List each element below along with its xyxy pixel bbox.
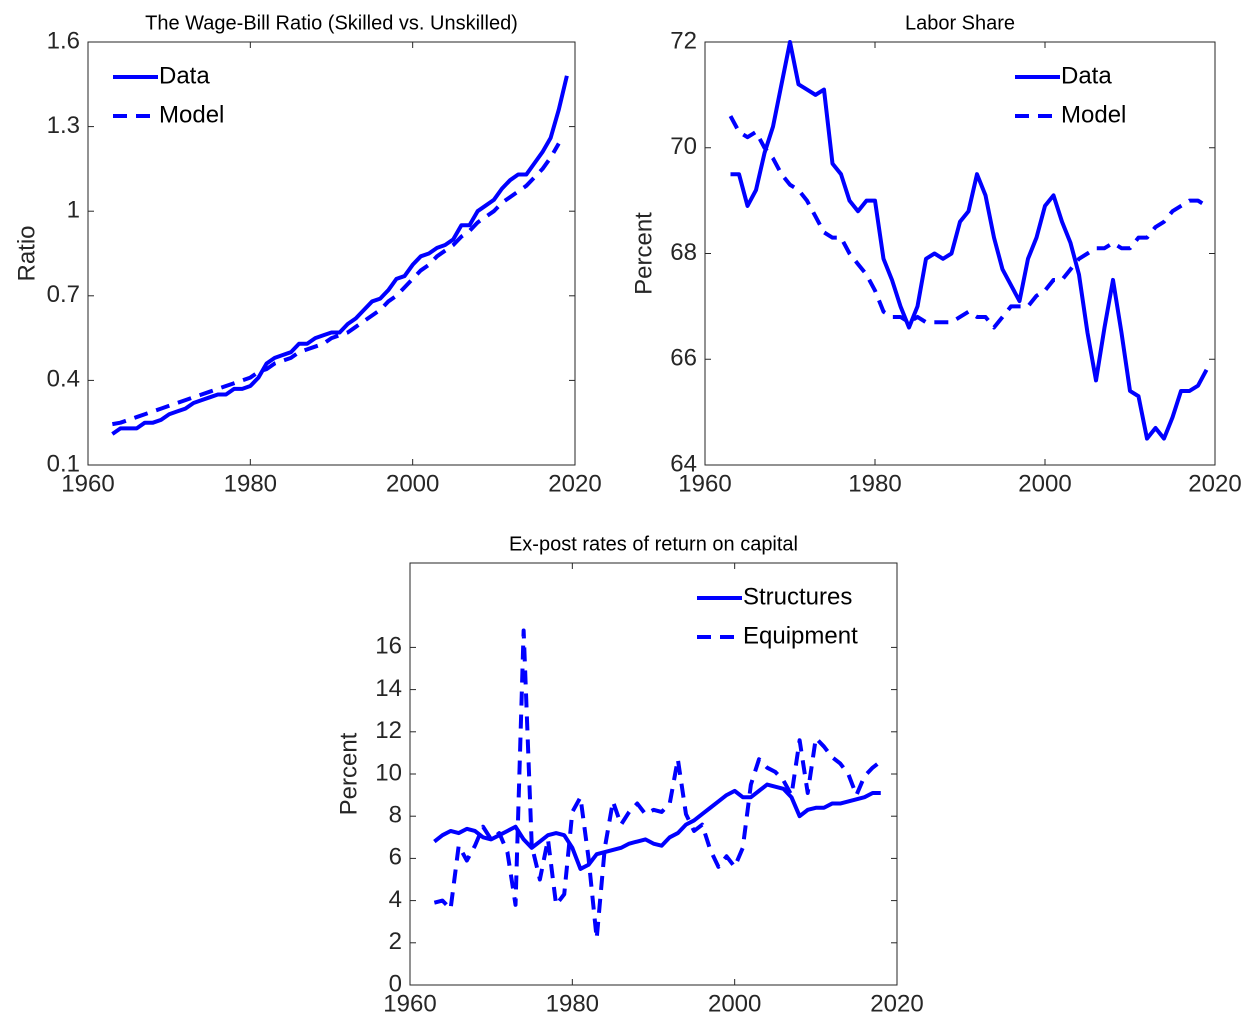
series-line xyxy=(433,628,882,941)
y-tick-label: 4 xyxy=(389,886,402,913)
y-tick-label: 8 xyxy=(389,802,402,829)
y-tick-label: 0 xyxy=(389,970,402,997)
y-tick-label: 1.6 xyxy=(47,27,80,54)
x-tick-label: 1980 xyxy=(224,470,277,497)
y-tick-label: 14 xyxy=(375,675,402,702)
plot-area xyxy=(87,41,576,466)
series-line xyxy=(111,75,569,436)
x-tick-label: 1960 xyxy=(61,470,114,497)
legend-label: Data xyxy=(1061,62,1112,89)
y-tick-label: 64 xyxy=(670,450,697,477)
chart-title: Labor Share xyxy=(905,12,1015,34)
series-line xyxy=(433,782,881,871)
series-line xyxy=(730,40,1209,441)
chart-title: Ex-post rates of return on capital xyxy=(509,533,798,555)
series-line xyxy=(112,142,561,427)
x-tick-label: 1980 xyxy=(848,470,901,497)
x-tick-label: 2000 xyxy=(386,470,439,497)
y-tick-label: 72 xyxy=(670,27,697,54)
y-tick-label: 10 xyxy=(375,759,402,786)
legend-label: Equipment xyxy=(743,622,858,649)
y-tick-label: 1 xyxy=(67,197,80,224)
y-tick-label: 0.1 xyxy=(47,450,80,477)
legend-label: Model xyxy=(159,101,224,128)
y-axis-label: Percent xyxy=(335,732,362,815)
x-tick-label: 2000 xyxy=(708,990,761,1017)
plot-area xyxy=(704,41,1216,466)
y-tick-label: 12 xyxy=(375,717,402,744)
legend-label: Structures xyxy=(743,583,852,610)
y-tick-label: 6 xyxy=(389,844,402,871)
x-tick-label: 2020 xyxy=(1188,470,1241,497)
y-tick-label: 0.7 xyxy=(47,281,80,308)
x-tick-label: 2020 xyxy=(548,470,601,497)
series-line xyxy=(728,115,1208,330)
plot-area xyxy=(409,562,898,986)
y-axis-label: Percent xyxy=(630,212,657,295)
legend-label: Data xyxy=(159,62,210,89)
x-tick-label: 2020 xyxy=(870,990,923,1017)
legend-label: Model xyxy=(1061,101,1126,128)
y-tick-label: 0.4 xyxy=(47,366,80,393)
y-tick-label: 2 xyxy=(389,928,402,955)
x-tick-label: 1960 xyxy=(678,470,731,497)
y-tick-label: 16 xyxy=(375,633,402,660)
x-tick-label: 1960 xyxy=(383,990,436,1017)
y-tick-label: 68 xyxy=(670,239,697,266)
y-tick-label: 66 xyxy=(670,345,697,372)
x-tick-label: 2000 xyxy=(1018,470,1071,497)
x-tick-label: 1980 xyxy=(546,990,599,1017)
y-tick-label: 70 xyxy=(670,133,697,160)
chart-title: The Wage-Bill Ratio (Skilled vs. Unskill… xyxy=(145,12,518,34)
y-axis-label: Ratio xyxy=(13,225,40,281)
y-tick-label: 1.3 xyxy=(47,112,80,139)
